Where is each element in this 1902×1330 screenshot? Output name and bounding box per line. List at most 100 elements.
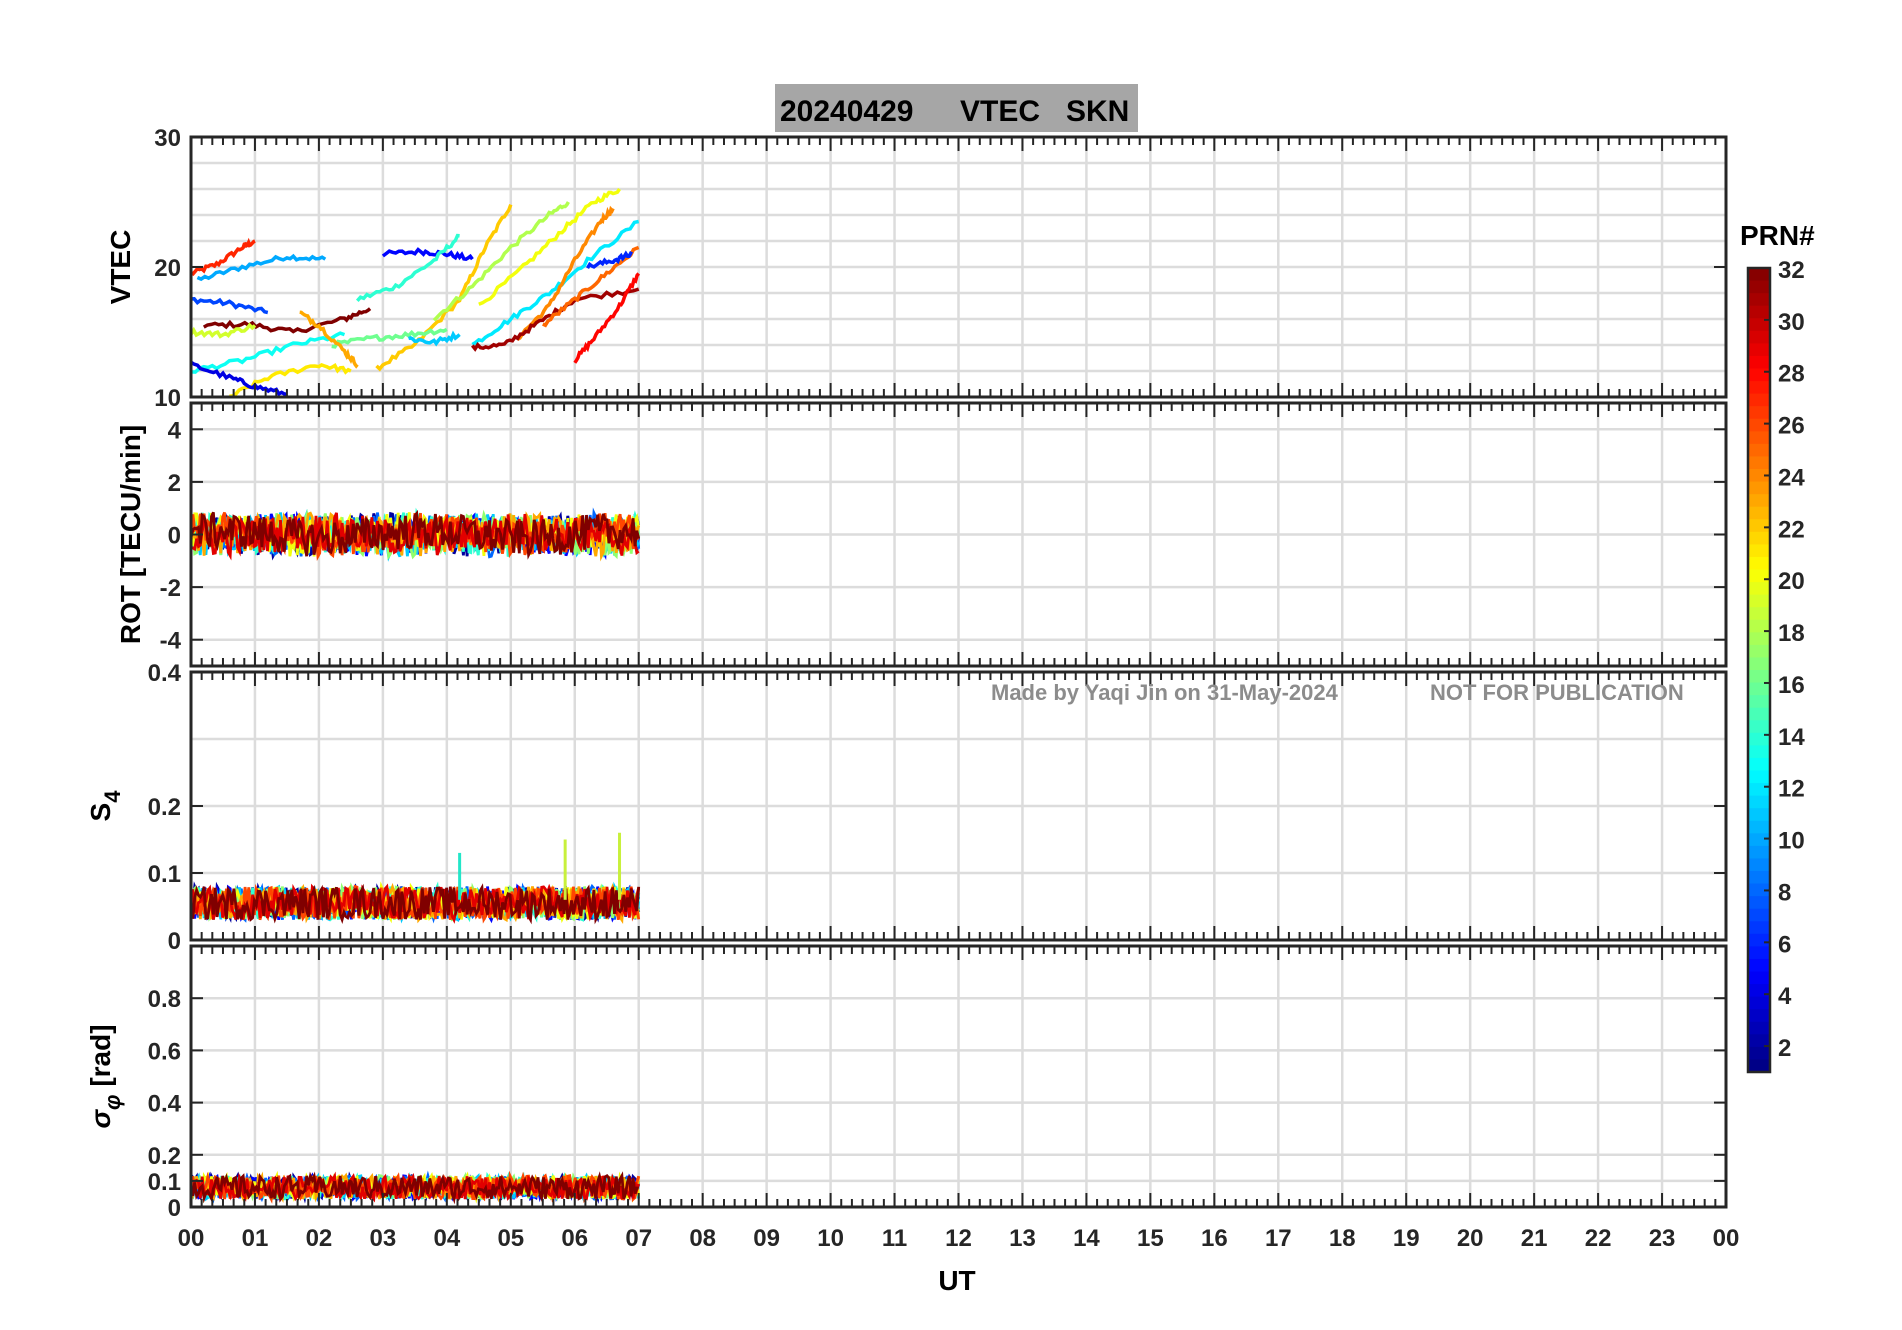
xtick-label: 20 — [1457, 1225, 1484, 1252]
vtec-track-prn-19 — [189, 322, 257, 339]
panel-vtec: 10 20 30 VTEC — [105, 125, 1728, 412]
ytick-label: 0 — [168, 523, 181, 550]
colorbar-swatch — [1748, 1009, 1770, 1023]
colorbar-swatch — [1748, 556, 1770, 571]
panel-rot-series — [189, 507, 641, 562]
ytick-label: 0.4 — [148, 1091, 182, 1118]
vtec-track-prn-12 — [471, 219, 640, 346]
colorbar-swatch — [1748, 657, 1770, 671]
colorbar-tick-label: 18 — [1778, 620, 1805, 647]
colorbar-swatch — [1748, 670, 1770, 684]
colorbar-swatch — [1748, 594, 1770, 608]
ytick-label: 0.4 — [148, 660, 182, 687]
x-axis: 00 01 02 03 04 05 06 07 08 09 10 11 12 13 14 15 16 17 18 19… — [178, 1225, 1740, 1252]
colorbar-swatch — [1748, 996, 1770, 1010]
ytick-label: 0.1 — [148, 861, 181, 888]
vtec-track-prn-23 — [299, 310, 359, 369]
xtick-label: 07 — [625, 1225, 652, 1252]
panel-s4-xticks — [190, 672, 1727, 940]
xtick-label: 02 — [306, 1225, 333, 1252]
panel-sigma_phi-series — [189, 1170, 641, 1205]
vtec-track-prn-4 — [190, 360, 288, 397]
colorbar-swatch — [1748, 1021, 1770, 1036]
colorbar-swatch — [1748, 1046, 1770, 1061]
colorbar-swatch — [1748, 1034, 1770, 1048]
ytick-label: 0 — [168, 928, 181, 955]
colorbar-swatch — [1748, 431, 1770, 445]
colorbar-tick-label: 14 — [1778, 724, 1805, 751]
colorbar-tick-label: 30 — [1778, 309, 1805, 336]
ytick-label: -4 — [160, 628, 182, 655]
xtick-label: 15 — [1137, 1225, 1164, 1252]
colorbar-tick-label: 26 — [1778, 413, 1805, 440]
panel-s4-grid — [189, 672, 1728, 940]
colorbar-tick-label: 10 — [1778, 828, 1805, 855]
colorbar-swatch — [1748, 607, 1770, 621]
ytick-label: 0.6 — [148, 1038, 181, 1065]
xtick-label: 06 — [561, 1225, 588, 1252]
watermark-notice: NOT FOR PUBLICATION — [1430, 680, 1684, 705]
colorbar-swatch — [1748, 732, 1770, 747]
vtec-track-prn-13 — [190, 331, 346, 374]
colorbar-swatch — [1748, 619, 1770, 634]
colorbar-tick-label: 22 — [1778, 516, 1805, 543]
ytick-label: 10 — [154, 385, 181, 412]
rot-series-prn-32 — [189, 509, 641, 560]
colorbar-swatch — [1748, 469, 1770, 483]
xtick-label: 10 — [817, 1225, 844, 1252]
colorbar-swatch — [1748, 896, 1770, 910]
vtec-track-prn-7 — [190, 297, 269, 315]
vtec-track-prn-28 — [573, 272, 641, 364]
colorbar-swatch — [1748, 355, 1770, 370]
xtick-label: 16 — [1201, 1225, 1228, 1252]
colorbar-swatch — [1748, 305, 1770, 320]
colorbar-swatch — [1748, 845, 1770, 860]
colorbar-swatch — [1748, 908, 1770, 923]
colorbar-swatch — [1748, 695, 1770, 709]
xtick-label: 08 — [689, 1225, 716, 1252]
colorbar-swatch — [1748, 343, 1770, 357]
title-date: 20240429 — [780, 95, 913, 128]
panel-vtec-series — [189, 188, 641, 399]
xtick-label: 21 — [1521, 1225, 1548, 1252]
vtec-track-prn-5 — [381, 247, 474, 262]
colorbar-swatch — [1748, 456, 1770, 470]
colorbar-swatch — [1748, 808, 1770, 822]
colorbar-swatch — [1748, 971, 1770, 985]
panel-rot-xticks — [190, 403, 1727, 666]
colorbar-tick-label: 16 — [1778, 672, 1805, 699]
ytick-label: 20 — [154, 255, 181, 282]
title-bar: 20240429 VTEC SKN — [775, 84, 1138, 132]
colorbar-swatch — [1748, 368, 1770, 382]
panel-rot: -4 -2 0 2 4 ROT [TECU/min] — [115, 401, 1728, 668]
panel-sigma_phi-ylabel: σφ [rad] — [85, 1024, 125, 1128]
colorbar-frame — [1746, 266, 1772, 1074]
s4-series-prn-32 — [189, 883, 641, 925]
colorbar-swatch — [1748, 381, 1770, 395]
colorbar-swatch — [1748, 795, 1770, 809]
x-axis-label: UT — [938, 1265, 975, 1296]
panel-s4-ylabel: S4 — [85, 790, 125, 822]
title-bar-background — [775, 84, 1138, 132]
colorbar-tick-label: 6 — [1778, 931, 1791, 958]
panel-vtec-grid — [189, 137, 1728, 397]
sigma_phi-series-prn-32 — [189, 1171, 639, 1205]
colorbar-swatch — [1748, 494, 1770, 508]
xtick-label: 00 — [178, 1225, 205, 1252]
colorbar-swatch — [1748, 783, 1770, 797]
vtec-track-prn-20 — [478, 188, 621, 306]
vtec-track-prn-14 — [355, 233, 460, 302]
colorbar-swatch — [1748, 406, 1770, 420]
colorbar-swatch — [1748, 318, 1770, 332]
xtick-label: 05 — [497, 1225, 524, 1252]
xtick-label: 11 — [882, 1225, 907, 1252]
xtick-label: 09 — [753, 1225, 780, 1252]
colorbar-swatch — [1748, 443, 1770, 458]
colorbar-swatch — [1748, 393, 1770, 407]
colorbar-swatch — [1748, 268, 1770, 282]
vtec-track-prn-11 — [408, 330, 461, 347]
panel-vtec-xticks — [190, 137, 1727, 397]
colorbar-swatch — [1748, 418, 1770, 433]
colorbar-swatch — [1748, 682, 1770, 696]
